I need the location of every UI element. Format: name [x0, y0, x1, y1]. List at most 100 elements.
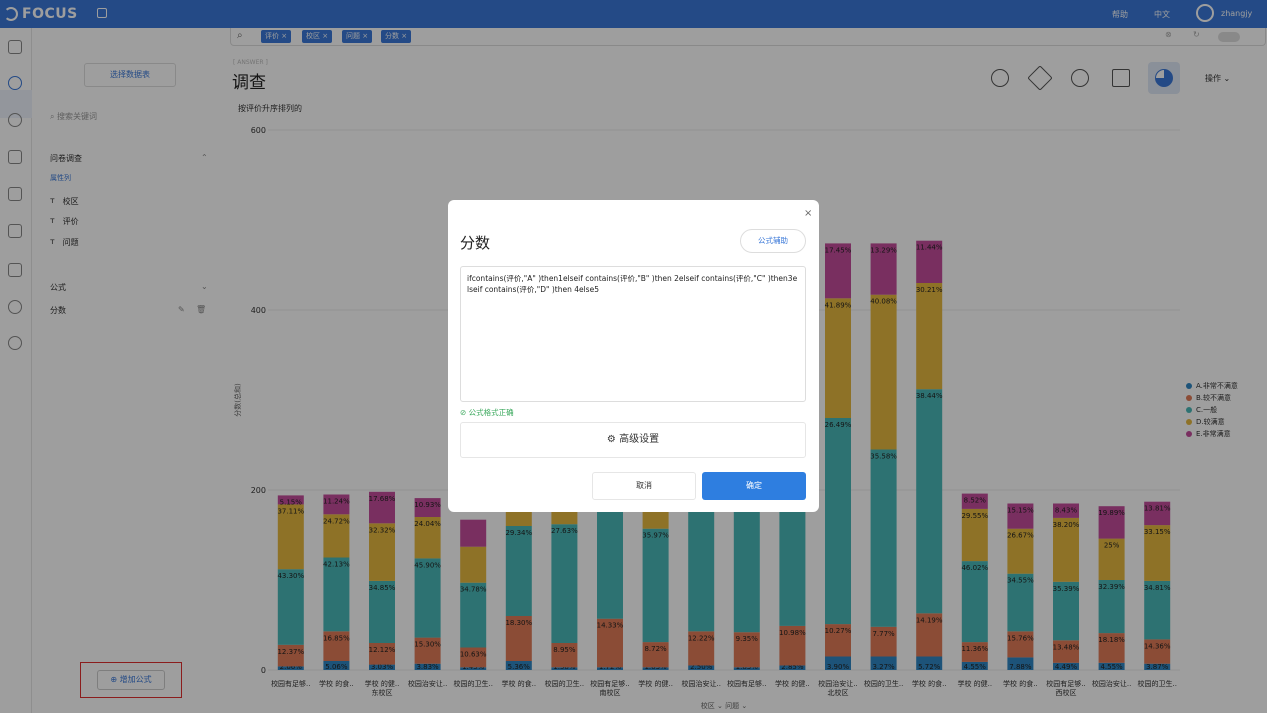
- data-label: 12.22%: [688, 634, 715, 642]
- collapse-icon[interactable]: ⌃: [201, 153, 208, 162]
- text-type-icon: ᴛ: [50, 237, 55, 246]
- data-label: 13.29%: [870, 246, 897, 254]
- search-chip[interactable]: 问题 ×: [342, 30, 373, 43]
- formula-helper-button[interactable]: 公式辅助: [740, 229, 806, 253]
- app-logo[interactable]: FOCUS: [4, 6, 78, 22]
- pie-chart-button[interactable]: [1148, 62, 1180, 94]
- refresh-icon[interactable]: ↻: [1193, 30, 1200, 39]
- legend-item[interactable]: A.非常不满意: [1186, 380, 1238, 392]
- field-item[interactable]: ᴛ 问题: [50, 237, 79, 248]
- avatar[interactable]: [1196, 4, 1214, 22]
- data-label: 38.44%: [916, 392, 943, 400]
- field-item[interactable]: ᴛ 评价: [50, 216, 79, 227]
- bar-segment: [1144, 501, 1171, 526]
- bar-segment: [505, 661, 532, 670]
- text-type-icon: ᴛ: [50, 196, 55, 205]
- collapse-menu-icon[interactable]: [97, 8, 107, 18]
- x-axis-title: 校区 ⌄ 问题 ⌄: [701, 701, 747, 710]
- data-label: 3.83%: [416, 663, 439, 671]
- formula-editor[interactable]: ifcontains(评价,"A" )then1elseif contains(…: [460, 266, 806, 402]
- username[interactable]: zhangjy: [1221, 9, 1253, 18]
- search-chip[interactable]: 校区 ×: [302, 30, 333, 43]
- bar-segment: [1098, 506, 1125, 539]
- data-label: 35.97%: [642, 532, 669, 540]
- legend-item[interactable]: E.非常满意: [1186, 428, 1238, 440]
- clear-icon[interactable]: ⊗: [1165, 30, 1172, 39]
- settings-icon[interactable]: [8, 336, 22, 350]
- select-data-label: 选择数据表: [110, 70, 150, 79]
- settings-icon[interactable]: [1071, 69, 1089, 87]
- bar-segment: [916, 283, 943, 390]
- add-formula-highlight: ⊕ 增加公式: [80, 662, 182, 698]
- data-label: 15.30%: [414, 641, 441, 649]
- bar-segment: [277, 569, 304, 645]
- data-label: 8.52%: [964, 497, 987, 505]
- advanced-settings-button[interactable]: ⚙ 高级设置: [460, 422, 806, 458]
- bar-segment: [825, 624, 851, 657]
- search-placeholder: 搜索关键词: [57, 112, 98, 121]
- data-label: 8.43%: [1055, 507, 1078, 515]
- formula-item[interactable]: 分数: [50, 305, 66, 316]
- field-search-input[interactable]: ⌕ 搜索关键词: [50, 112, 98, 121]
- comment-icon[interactable]: [991, 69, 1009, 87]
- bar-segment: [323, 494, 350, 515]
- table-icon[interactable]: [8, 187, 22, 201]
- delete-icon[interactable]: 🗑: [196, 305, 207, 314]
- select-data-button[interactable]: 选择数据表: [84, 63, 176, 87]
- language-switch[interactable]: 中文: [1154, 10, 1170, 19]
- data-label: 7.88%: [1009, 663, 1032, 671]
- add-formula-button[interactable]: ⊕ 增加公式: [97, 670, 165, 690]
- legend-item[interactable]: B.较不满意: [1186, 392, 1238, 404]
- home-icon[interactable]: [8, 40, 22, 54]
- logo-icon: [4, 7, 18, 21]
- operate-label: 操作: [1205, 74, 1221, 83]
- bar-segment: [551, 643, 578, 668]
- toggle-switch[interactable]: [1218, 32, 1240, 42]
- legend-item[interactable]: C.一般: [1186, 404, 1238, 416]
- data-source-icon[interactable]: [8, 263, 22, 277]
- search-bar[interactable]: ⌕ 评价 × 校区 × 问题 × 分数 × ⊗ ↻: [230, 28, 1266, 46]
- bar-segment: [277, 666, 304, 670]
- bar-segment: [597, 618, 623, 668]
- legend-label: E.非常满意: [1196, 430, 1231, 438]
- bar-segment: [961, 661, 988, 670]
- data-label: 10.98%: [779, 629, 806, 637]
- bar-segment: [916, 240, 943, 283]
- x-tick-label: 校园的卫生..: [864, 679, 903, 688]
- table-section-title[interactable]: 问卷调查: [50, 154, 82, 163]
- cancel-button[interactable]: 取消: [592, 472, 696, 500]
- bar-segment: [961, 508, 988, 562]
- bar-segment: [551, 524, 578, 643]
- data-label: 5.36%: [508, 663, 531, 671]
- bar-segment: [688, 665, 715, 670]
- data-label: 12.12%: [369, 646, 396, 654]
- check-icon: ⊘: [460, 408, 469, 417]
- table-icon[interactable]: [1112, 69, 1130, 87]
- bar-segment: [1053, 517, 1079, 582]
- bar-segment: [505, 616, 532, 661]
- operate-menu[interactable]: 操作 ⌄: [1205, 74, 1231, 83]
- x-tick-label: 学校 的健..: [957, 679, 992, 688]
- data-label: 4.55%: [1100, 663, 1123, 671]
- expand-icon[interactable]: ⌄: [201, 282, 208, 291]
- dashboard-icon[interactable]: [8, 150, 22, 164]
- user-icon[interactable]: [8, 300, 22, 314]
- data-label: 25%: [1104, 542, 1120, 550]
- search-chip[interactable]: 评价 ×: [261, 30, 292, 43]
- help-link[interactable]: 帮助: [1112, 10, 1128, 19]
- folder-icon[interactable]: [8, 224, 22, 238]
- legend-item[interactable]: D.较满意: [1186, 416, 1238, 428]
- data-label: 14.19%: [916, 616, 943, 624]
- data-label: 32.39%: [1098, 583, 1125, 591]
- data-label: 15.76%: [1007, 634, 1034, 642]
- confirm-button[interactable]: 确定: [702, 472, 806, 500]
- bar-segment: [688, 498, 715, 632]
- help-icon[interactable]: [8, 113, 22, 127]
- close-icon[interactable]: ×: [804, 208, 813, 219]
- search-chip[interactable]: 分数 ×: [381, 30, 412, 43]
- field-item[interactable]: ᴛ 校区: [50, 196, 79, 207]
- formula-section-title[interactable]: 公式: [50, 283, 66, 292]
- search-icon[interactable]: [8, 76, 22, 90]
- data-label: 35.39%: [1053, 585, 1080, 593]
- edit-icon[interactable]: ✎: [178, 305, 185, 314]
